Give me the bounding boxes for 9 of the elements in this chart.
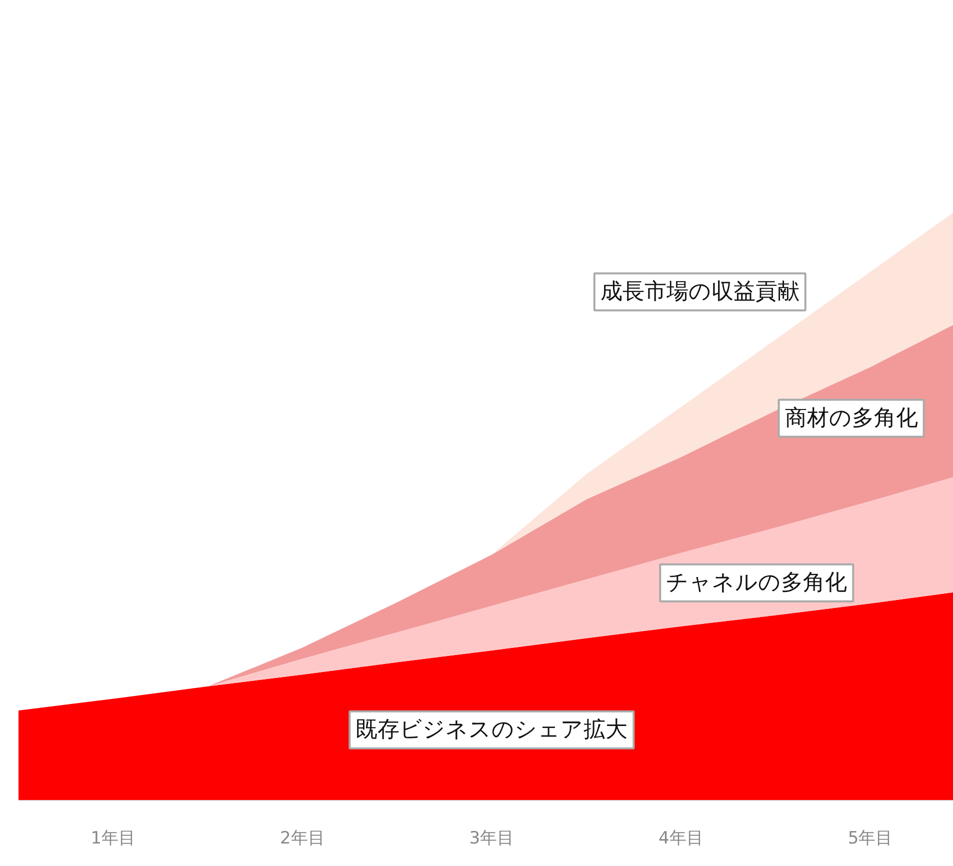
series-label: 既存ビジネスのシェア拡大 [356,717,628,742]
x-tick-label: 1年目 [90,828,136,848]
x-tick-label: 4年目 [658,828,704,848]
series-label: チャネルの多角化 [666,570,848,596]
x-tick-label: 5年目 [848,828,893,848]
x-tick-label: 2年目 [280,828,325,848]
x-tick-label: 3年目 [469,828,514,848]
series-label: 成長市場の収益貢献 [600,279,800,304]
series-label: 商材の多角化 [784,406,918,431]
